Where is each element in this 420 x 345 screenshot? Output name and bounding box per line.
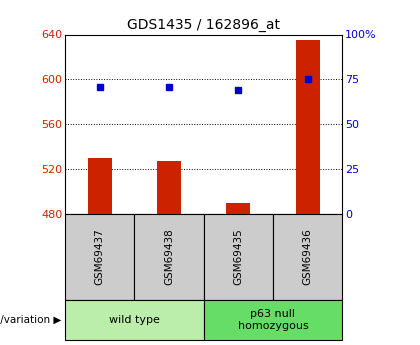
Bar (296, 40, 320, 214)
Bar (157, 161, 181, 214)
Text: GSM69435: GSM69435 (234, 229, 243, 285)
Bar (88, 158, 112, 214)
Text: GSM69437: GSM69437 (95, 229, 105, 285)
Text: wild type: wild type (109, 315, 160, 325)
Text: GSM69438: GSM69438 (164, 229, 174, 285)
Text: genotype/variation ▶: genotype/variation ▶ (0, 315, 61, 325)
Title: GDS1435 / 162896_at: GDS1435 / 162896_at (127, 18, 280, 32)
Bar (226, 203, 250, 214)
Text: p63 null
homozygous: p63 null homozygous (238, 309, 308, 331)
Text: GSM69436: GSM69436 (303, 229, 312, 285)
